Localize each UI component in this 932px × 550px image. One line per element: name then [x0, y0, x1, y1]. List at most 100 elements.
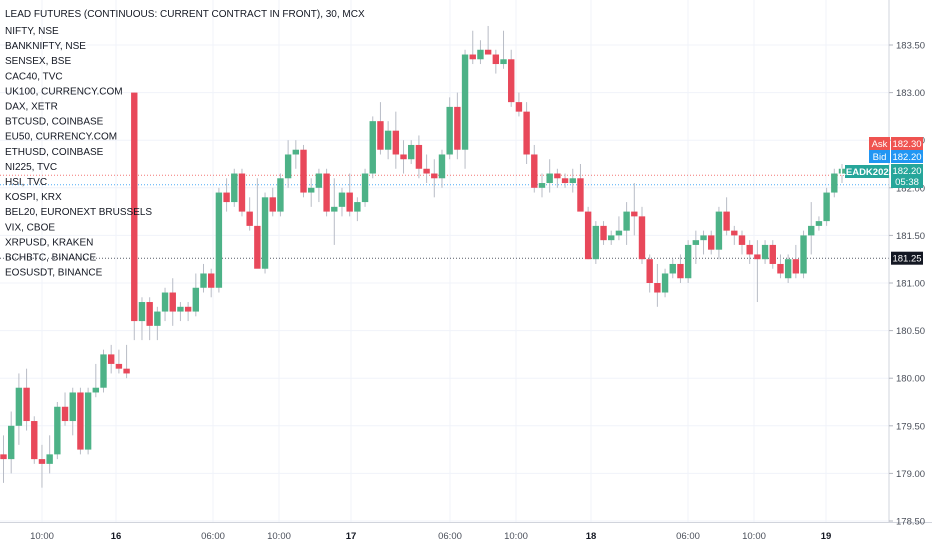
price-tick-label: 181.00: [896, 279, 925, 290]
candle: [461, 49, 469, 169]
candle: [277, 173, 284, 217]
candle: [284, 140, 292, 188]
candle-body: [500, 59, 507, 65]
candle-body: [731, 230, 738, 236]
candle-body: [408, 144, 415, 160]
time-tick-label: 18: [586, 531, 597, 542]
candle-body: [315, 173, 323, 188]
candle: [7, 411, 15, 474]
legend-item: SENSEX, BSE: [5, 56, 71, 67]
candle: [38, 444, 46, 488]
candle-body: [238, 173, 246, 212]
candle: [784, 254, 792, 283]
candle: [838, 164, 846, 184]
candle: [308, 178, 315, 207]
ask-tag-label: Ask: [872, 139, 888, 150]
candle: [577, 164, 584, 212]
candle-body: [592, 225, 600, 260]
candle: [292, 140, 300, 169]
time-tick-label: 06:00: [676, 531, 700, 542]
candle-body: [492, 54, 500, 65]
candle: [0, 435, 7, 483]
candle: [238, 168, 246, 217]
candle-body: [308, 187, 315, 193]
candle: [92, 363, 100, 398]
candle-body: [277, 178, 284, 212]
bid-tag-box: [869, 150, 890, 163]
candle-body: [700, 235, 707, 241]
candle-body: [838, 168, 846, 174]
price-tick-label: 182.00: [896, 183, 925, 194]
candle-body: [38, 459, 46, 464]
candle: [54, 402, 61, 460]
candle: [177, 302, 184, 322]
candle-body: [692, 240, 700, 245]
candle-body: [723, 211, 730, 231]
candle: [115, 349, 123, 374]
candle-body: [708, 235, 715, 250]
candle-body: [669, 263, 676, 274]
candle-body: [261, 197, 269, 269]
candle: [208, 268, 215, 298]
candle: [315, 168, 323, 203]
candle: [746, 240, 753, 264]
candle: [446, 97, 453, 160]
candle-body: [284, 154, 292, 179]
candle-body: [523, 111, 530, 155]
candle-body: [192, 287, 200, 312]
candle-body: [231, 173, 238, 203]
candle: [215, 187, 223, 293]
candle-body: [661, 273, 669, 293]
candle: [154, 306, 161, 341]
legend-item: UK100, CURRENCY.COM: [5, 86, 123, 97]
symbol-tag-label: LEADK2022: [840, 167, 894, 178]
candle: [600, 221, 607, 245]
candle-body: [384, 130, 392, 150]
candle: [15, 373, 23, 445]
candle: [692, 230, 700, 264]
level-price-label: 181.25: [892, 254, 921, 265]
legend-item: BANKNIFTY, NSE: [5, 41, 86, 52]
candle: [331, 178, 338, 245]
candle: [200, 263, 207, 293]
candle: [23, 368, 30, 431]
candle: [677, 254, 684, 283]
candle-body: [754, 254, 761, 260]
candle-body: [469, 54, 476, 60]
bid-price-label: 182.20: [892, 152, 921, 163]
time-axis[interactable]: 10:00 16 06:00 10:00 17 06:00 10:00 18 06:00 10:0…: [30, 531, 831, 542]
candle: [554, 168, 561, 188]
candle-body: [223, 192, 230, 203]
candle-body: [600, 225, 607, 241]
candle-body: [638, 216, 646, 260]
candle: [377, 102, 384, 155]
candle: [823, 187, 830, 226]
candle: [354, 197, 361, 222]
price-tick-label: 181.50: [896, 231, 925, 242]
candle-body: [292, 149, 300, 155]
candle: [269, 187, 276, 217]
candle: [708, 230, 715, 255]
price-tick-label: 178.50: [896, 517, 925, 528]
candle: [223, 178, 230, 212]
candle: [69, 387, 76, 436]
price-tick-label: 179.00: [896, 469, 925, 480]
candle: [84, 387, 92, 455]
candle-body: [531, 154, 538, 188]
candle: [300, 144, 307, 198]
candle-body: [515, 102, 523, 112]
candle-body: [15, 387, 23, 426]
candle: [484, 25, 492, 55]
symbol-tag-box: [845, 165, 889, 178]
legend-item: NIFTY, NSE: [5, 26, 59, 37]
candle-body: [100, 354, 107, 388]
candle: [538, 173, 546, 198]
candle-body: [684, 244, 692, 279]
candle: [384, 121, 392, 160]
candle: [615, 216, 623, 241]
legend-item: BTCUSD, COINBASE: [5, 117, 104, 128]
legend-item: BCHBTC, BINANCE: [5, 253, 96, 264]
candle: [584, 206, 592, 260]
candle: [500, 30, 507, 69]
